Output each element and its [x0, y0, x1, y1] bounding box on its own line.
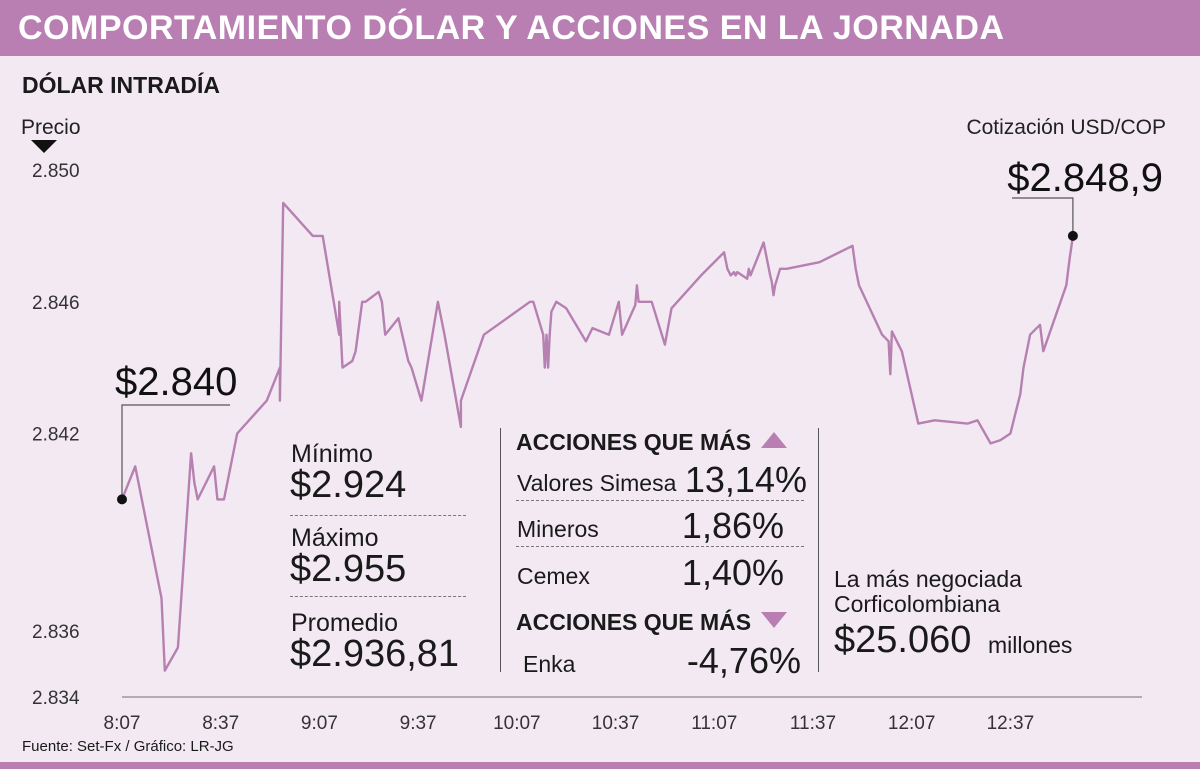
y-tick-label: 2.836	[32, 622, 80, 643]
stock-name: Enka	[523, 651, 576, 677]
end-point-marker	[1067, 230, 1078, 241]
divider	[516, 500, 804, 501]
stock-name: Cemex	[517, 563, 590, 589]
divider	[290, 515, 466, 516]
max-label: Máximo	[291, 524, 379, 552]
y-axis-label: Precio	[21, 116, 81, 139]
footer-rule	[0, 762, 1200, 769]
x-tick-label: 8:07	[104, 713, 141, 734]
title-banner: COMPORTAMIENTO DÓLAR Y ACCIONES EN LA JO…	[0, 0, 1200, 56]
x-tick-label: 9:07	[301, 713, 338, 734]
series-line	[120, 201, 1075, 672]
stock-change: 1,40%	[681, 552, 784, 593]
y-axis: Precio 2.834 2.836 2.842 2.846 2.850	[21, 116, 81, 709]
x-tick-label: 12:37	[987, 713, 1035, 734]
start-value-label: $2.840	[115, 360, 237, 404]
stock-change: 13,14%	[684, 459, 807, 500]
min-label: Mínimo	[291, 440, 373, 468]
chart-subtitle: DÓLAR INTRADÍA	[22, 72, 221, 98]
callout-line	[1012, 197, 1074, 236]
most-traded-unit: millones	[988, 632, 1073, 658]
gainers-title: ACCIONES QUE MÁS	[516, 429, 788, 456]
most-traded-company: Corficolombiana	[834, 591, 1001, 617]
x-tick-label: 11:37	[790, 713, 836, 734]
y-tick-label: 2.842	[32, 425, 80, 446]
stock-change: -4,76%	[686, 640, 801, 681]
end-series-label: Cotización USD/COP	[966, 116, 1166, 139]
divider	[818, 428, 819, 672]
most-traded-label: La más negociada	[834, 566, 1022, 592]
x-tick-label: 10:37	[592, 713, 640, 734]
losers-title-text: ACCIONES QUE MÁS	[516, 609, 752, 635]
min-value: $2.924	[290, 464, 407, 506]
gainers-title-text: ACCIONES QUE MÁS	[516, 429, 752, 455]
x-tick-label: 12:07	[888, 713, 936, 734]
divider	[290, 596, 466, 597]
avg-label: Promedio	[291, 609, 398, 637]
chart-series	[120, 201, 1075, 672]
divider	[516, 546, 804, 547]
callout-line	[121, 404, 230, 500]
x-tick-label: 8:37	[202, 713, 239, 734]
y-tick-label: 2.850	[32, 161, 80, 182]
y-tick-label: 2.834	[32, 688, 80, 709]
triangle-up-icon	[761, 432, 788, 448]
triangle-down-icon	[761, 612, 788, 628]
stock-name: Valores Simesa	[517, 470, 677, 496]
most-traded-value: $25.060	[834, 619, 972, 661]
stock-change: 1,86%	[681, 505, 784, 546]
page-title: COMPORTAMIENTO DÓLAR Y ACCIONES EN LA JO…	[18, 9, 1005, 47]
start-point-marker	[117, 494, 127, 505]
max-value: $2.955	[290, 548, 407, 590]
losers-title: ACCIONES QUE MÁS	[516, 609, 788, 636]
source-note: Fuente: Set-Fx / Gráfico: LR-JG	[22, 738, 234, 755]
chart-annotations: $2.840 Cotización USD/COP $2.848,9	[115, 116, 1166, 505]
x-axis: 8:07 8:37 9:07 9:37 10:07 10:37 11:07 11:37 12:0…	[104, 696, 1142, 734]
x-tick-label: 9:37	[400, 713, 437, 734]
end-value-label: $2.848,9	[1007, 156, 1163, 200]
x-tick-label: 10:07	[493, 713, 541, 734]
x-tick-label: 11:07	[691, 713, 737, 734]
avg-value: $2.936,81	[290, 633, 460, 675]
y-tick-label: 2.846	[32, 293, 80, 314]
stock-name: Mineros	[517, 516, 599, 542]
divider	[500, 428, 501, 672]
caret-down-icon	[31, 140, 57, 153]
